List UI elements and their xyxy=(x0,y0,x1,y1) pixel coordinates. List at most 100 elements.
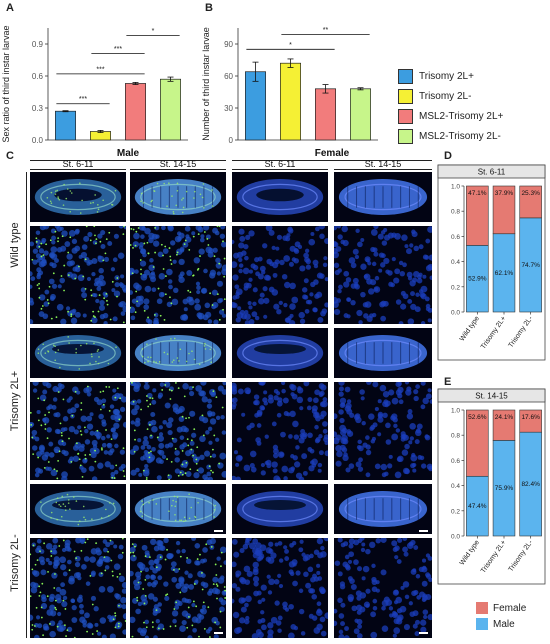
green-foci xyxy=(172,212,175,215)
nucleus xyxy=(188,448,195,455)
nucleus xyxy=(258,298,265,305)
nucleus xyxy=(206,410,213,416)
green-foci xyxy=(132,551,135,554)
nucleus xyxy=(316,538,324,545)
green-foci xyxy=(96,429,99,432)
nucleus xyxy=(51,283,58,289)
nucleus xyxy=(429,399,432,404)
green-foci xyxy=(214,563,217,566)
bar xyxy=(54,110,76,141)
nucleus xyxy=(365,588,371,594)
green-foci xyxy=(60,275,63,277)
nucleus xyxy=(356,309,363,317)
micrograph-canvas xyxy=(130,382,226,480)
micrograph-image xyxy=(334,172,432,222)
nucleus xyxy=(215,415,221,420)
nucleus xyxy=(194,543,201,549)
nucleus xyxy=(50,228,56,234)
green-foci xyxy=(67,310,69,313)
green-foci xyxy=(97,208,100,211)
green-foci xyxy=(170,338,172,340)
green-foci xyxy=(187,289,190,292)
nucleus xyxy=(399,271,406,277)
green-foci xyxy=(55,608,58,611)
green-foci xyxy=(54,606,57,609)
nucleus xyxy=(380,262,386,268)
nucleus xyxy=(255,629,262,635)
nucleus xyxy=(197,570,204,578)
green-foci xyxy=(169,398,172,400)
green-foci xyxy=(164,245,167,248)
nucleus xyxy=(220,226,226,230)
nucleus xyxy=(337,597,343,604)
nucleus xyxy=(207,476,214,480)
nucleus xyxy=(383,399,389,405)
nucleus xyxy=(290,624,297,630)
nucleus xyxy=(308,465,315,472)
green-foci xyxy=(148,556,151,559)
nucleus xyxy=(185,613,192,619)
green-foci xyxy=(214,621,216,624)
green-foci xyxy=(83,516,85,519)
green-foci xyxy=(48,285,51,288)
green-foci xyxy=(86,630,88,633)
green-foci xyxy=(216,226,219,227)
green-foci xyxy=(43,542,46,545)
green-foci xyxy=(134,311,137,314)
micrograph-canvas xyxy=(34,335,122,371)
nucleus xyxy=(252,576,260,583)
nucleus xyxy=(275,620,282,626)
nucleus xyxy=(117,252,125,259)
nucleus xyxy=(415,573,421,579)
nucleus xyxy=(245,389,251,395)
nucleus xyxy=(130,270,133,276)
green-foci xyxy=(67,502,70,504)
nucleus xyxy=(273,395,279,401)
nucleus xyxy=(232,261,238,268)
green-foci xyxy=(54,230,57,233)
green-foci xyxy=(137,581,140,584)
green-foci xyxy=(191,350,193,353)
y-tick-label: 30 xyxy=(224,104,233,113)
nucleus xyxy=(242,267,250,275)
nucleus xyxy=(95,298,100,304)
nucleus xyxy=(351,605,358,612)
nucleus xyxy=(215,621,220,626)
nucleus xyxy=(202,474,208,480)
green-foci xyxy=(111,204,114,206)
green-foci xyxy=(171,504,173,507)
green-foci xyxy=(55,316,58,319)
green-foci xyxy=(165,275,167,277)
nucleus xyxy=(250,466,257,473)
nucleus xyxy=(370,631,378,638)
nucleus xyxy=(309,553,314,559)
nucleus xyxy=(347,576,353,581)
nucleus xyxy=(421,580,428,587)
nucleus xyxy=(41,237,47,243)
green-foci xyxy=(68,437,70,440)
nucleus xyxy=(348,463,355,469)
nucleus xyxy=(276,234,283,240)
y-tick-label: 1.0 xyxy=(451,408,460,415)
nucleus xyxy=(420,619,427,626)
nucleus xyxy=(338,629,344,635)
green-foci xyxy=(155,338,157,340)
green-foci xyxy=(57,237,60,240)
green-foci xyxy=(108,515,110,517)
green-foci xyxy=(170,302,173,305)
green-foci xyxy=(124,620,126,622)
nucleus xyxy=(345,467,351,473)
nucleus xyxy=(60,582,66,588)
green-foci xyxy=(59,366,61,369)
nucleus xyxy=(167,429,173,436)
green-foci xyxy=(194,515,196,518)
green-foci xyxy=(49,200,52,203)
nucleus xyxy=(362,565,370,573)
green-foci xyxy=(188,352,190,355)
green-foci xyxy=(153,360,155,363)
nucleus xyxy=(421,558,427,563)
nucleus xyxy=(118,575,125,583)
green-foci xyxy=(177,474,180,477)
green-foci xyxy=(112,618,115,621)
nucleus xyxy=(263,314,268,319)
